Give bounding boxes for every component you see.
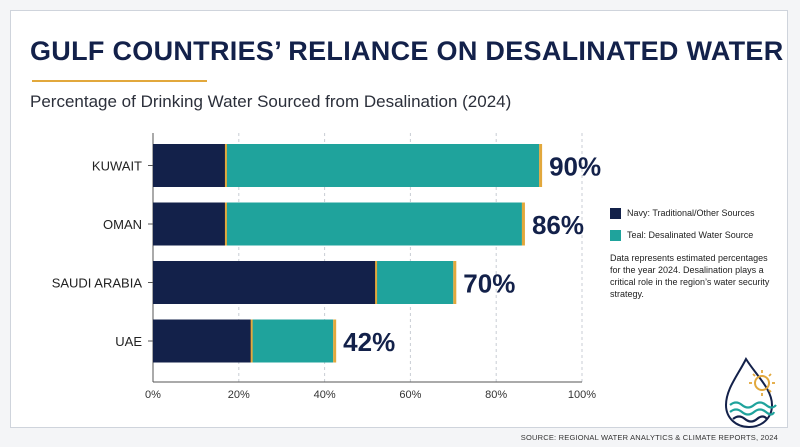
title-underline xyxy=(32,80,207,82)
bar-separator xyxy=(224,202,227,246)
x-tick-label: 80% xyxy=(485,389,507,401)
data-label: 86% xyxy=(532,210,584,240)
x-tick-label: 60% xyxy=(399,389,421,401)
bar-segment xyxy=(225,202,522,246)
bar-segment xyxy=(153,202,226,246)
legend: Navy: Traditional/Other Sources Teal: De… xyxy=(610,207,780,300)
legend-label-teal: Teal: Desalinated Water Source xyxy=(627,230,754,240)
bar-segment xyxy=(251,319,334,363)
bar-end-cap xyxy=(521,202,525,246)
chart-title: GULF COUNTRIES’ RELIANCE ON DESALINATED … xyxy=(30,36,784,66)
bar-separator xyxy=(250,319,253,363)
legend-item-navy: Navy: Traditional/Other Sources xyxy=(610,207,780,220)
legend-swatch-teal xyxy=(610,230,621,241)
chart-subtitle: Percentage of Drinking Water Sourced fro… xyxy=(30,92,512,111)
bar-segment xyxy=(153,319,252,363)
x-tick-label: 100% xyxy=(568,389,596,401)
x-tick-label: 20% xyxy=(228,389,250,401)
bar-segment xyxy=(153,144,226,187)
category-label: KUWAIT xyxy=(92,159,142,174)
category-label: SAUDI ARABIA xyxy=(52,276,143,291)
category-label: UAE xyxy=(115,334,142,349)
bar-end-cap xyxy=(333,319,337,363)
x-tick-label: 0% xyxy=(145,389,161,401)
data-label: 90% xyxy=(549,152,601,182)
category-label: OMAN xyxy=(103,217,142,232)
source-note: SOURCE: REGIONAL WATER ANALYTICS & CLIMA… xyxy=(520,433,778,442)
legend-swatch-navy xyxy=(610,208,621,219)
bar-segment xyxy=(153,261,377,304)
bar-end-cap xyxy=(539,144,543,187)
data-label: 42% xyxy=(343,327,395,357)
bar-segment xyxy=(376,261,454,304)
data-label: 70% xyxy=(463,269,515,299)
bar-separator xyxy=(224,144,227,187)
bar-separator xyxy=(375,261,378,304)
legend-label-navy: Navy: Traditional/Other Sources xyxy=(627,208,755,218)
legend-item-teal: Teal: Desalinated Water Source xyxy=(610,229,780,242)
bar-end-cap xyxy=(453,261,457,304)
x-tick-label: 40% xyxy=(314,389,336,401)
bar-segment xyxy=(225,144,540,187)
water-sun-logo-icon xyxy=(724,356,777,429)
legend-note: Data represents estimated percentages fo… xyxy=(610,253,770,299)
